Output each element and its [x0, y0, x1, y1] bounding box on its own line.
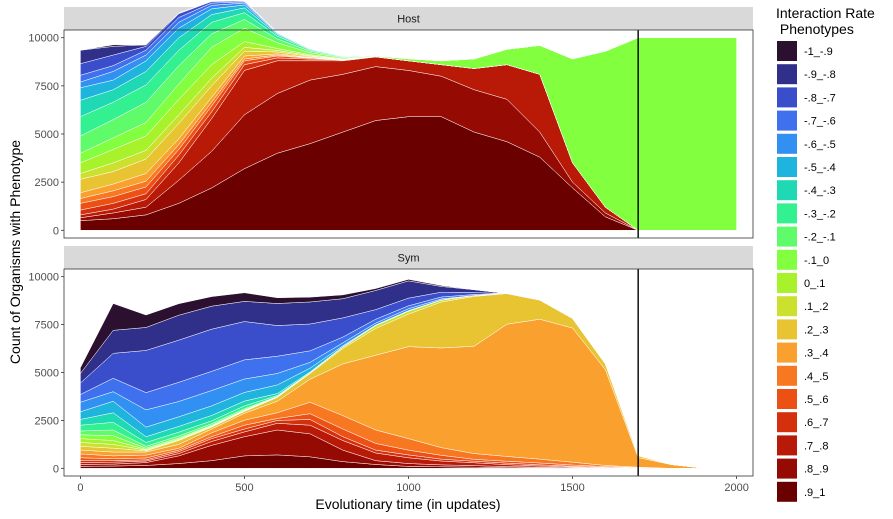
y-axis-label: Count of Organisms with Phenotype: [7, 140, 23, 364]
legend-item: -.4_-.3: [777, 180, 836, 201]
legend-item: .4_.5: [777, 365, 828, 386]
legend-label: -.6_-.5: [804, 139, 836, 151]
panel-host: Host 0 2500 5000 7500 10000: [28, 0, 754, 239]
y-tick-label: 5000: [35, 368, 59, 380]
y-tick-label: 0: [53, 225, 59, 237]
x-tick-label: 2000: [724, 482, 748, 494]
legend-swatch: [777, 64, 797, 85]
legend-item: .5_.6: [777, 389, 828, 409]
legend-swatch: [777, 203, 797, 224]
legend-swatch: [777, 180, 797, 201]
panel-title: Sym: [398, 253, 420, 265]
legend-item: .6_.7: [777, 412, 828, 433]
legend-swatch: [777, 110, 797, 131]
legend-swatch: [777, 435, 797, 456]
x-tick-label: 1000: [396, 482, 420, 494]
legend-label: .1_.2: [804, 301, 828, 313]
legend-item: -.7_-.6: [777, 110, 836, 131]
legend-item: -.9_-.8: [777, 64, 836, 85]
legend-item: .9_1: [777, 481, 825, 502]
panel-sym: Sym 0 2500 5000 7500 10000 0 500 1000 1500 2000: [28, 246, 754, 494]
legend-item: -.6_-.5: [777, 133, 836, 154]
legend-swatch: [777, 273, 797, 293]
panel-title: Host: [397, 14, 420, 26]
legend-label: .9_1: [804, 487, 825, 499]
legend-label: -.2_-.1: [804, 232, 836, 244]
legend-label: 0_.1: [804, 278, 825, 290]
y-tick-label: 5000: [35, 129, 59, 141]
legend: Interaction Rate Phenotypes -1_-.9 -.9_-.8…: [776, 5, 875, 502]
x-tick-label: 0: [77, 482, 83, 494]
legend-item: -.3_-.2: [777, 203, 836, 224]
legend-item: -.1_0: [777, 249, 829, 270]
legend-swatch: [777, 226, 797, 247]
legend-item: .7_.8: [777, 435, 828, 456]
legend-item: 0_.1: [777, 273, 825, 293]
legend-swatch: [777, 296, 797, 317]
legend-swatch: [777, 133, 797, 154]
legend-label: .5_.6: [804, 394, 828, 406]
x-tick-label: 500: [235, 482, 253, 494]
legend-label: .7_.8: [804, 440, 828, 452]
y-tick-label: 2500: [35, 415, 59, 427]
legend-item: .2_.3: [777, 319, 828, 340]
legend-item: .1_.2: [777, 296, 828, 317]
y-tick-label: 7500: [35, 81, 59, 93]
area-layers: [80, 0, 737, 231]
legend-label: .2_.3: [804, 324, 828, 336]
legend-item: .8_.9: [777, 458, 828, 479]
y-tick-label: 0: [53, 463, 59, 475]
legend-swatch: [777, 87, 797, 108]
area-series--1_-.9: [80, 0, 737, 62]
legend-label: -.4_-.3: [804, 185, 836, 197]
legend-label: .6_.7: [804, 417, 828, 429]
legend-item: .3_.4: [777, 342, 828, 363]
legend-item: -1_-.9: [777, 41, 833, 61]
panel-strip: [64, 246, 753, 269]
legend-label: -.8_-.7: [804, 92, 836, 104]
legend-label: .8_.9: [804, 464, 828, 476]
area-series--1_-.9: [80, 279, 737, 469]
y-tick-label: 10000: [28, 272, 59, 284]
legend-item: -.5_-.4: [777, 157, 836, 177]
legend-label: -.7_-.6: [804, 116, 836, 128]
legend-label: .3_.4: [804, 348, 828, 360]
legend-title: Interaction Rate Phenotypes: [776, 5, 875, 37]
legend-label: -.3_-.2: [804, 208, 836, 220]
area-layers: [80, 279, 737, 469]
chart-panels: Host025005000750010000Sym025005000750010…: [28, 0, 754, 494]
x-axis-label: Evolutionary time (in updates): [315, 496, 500, 512]
legend-label: .4_.5: [804, 371, 828, 383]
legend-swatch: [777, 389, 797, 409]
legend-swatch: [777, 458, 797, 479]
legend-swatch: [777, 412, 797, 433]
legend-swatch: [777, 319, 797, 340]
legend-swatch: [777, 342, 797, 363]
legend-item: -.2_-.1: [777, 226, 836, 247]
legend-swatch: [777, 481, 797, 502]
y-tick-label: 10000: [28, 33, 59, 45]
legend-label: -1_-.9: [804, 46, 833, 58]
legend-label: -.5_-.4: [804, 162, 836, 174]
legend-swatch: [777, 157, 797, 177]
legend-swatch: [777, 41, 797, 61]
y-tick-label: 2500: [35, 177, 59, 189]
legend-swatch: [777, 365, 797, 386]
legend-swatch: [777, 249, 797, 270]
y-tick-label: 7500: [35, 320, 59, 332]
legend-label: -.1_0: [804, 255, 829, 267]
legend-label: -.9_-.8: [804, 69, 836, 81]
x-tick-label: 1500: [560, 482, 584, 494]
legend-item: -.8_-.7: [777, 87, 836, 108]
